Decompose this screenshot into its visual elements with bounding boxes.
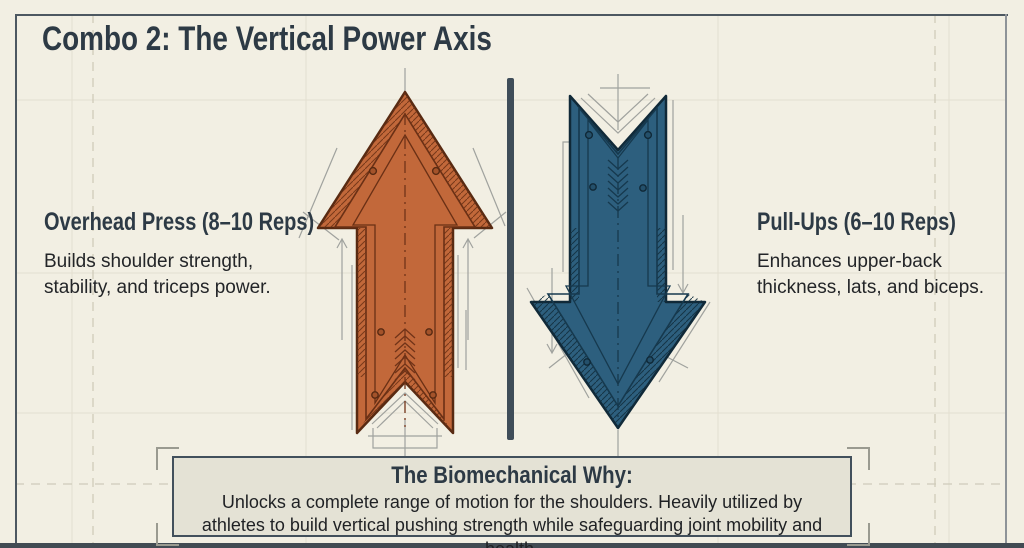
pull-ups-section: Pull-Ups (6–10 Reps) Enhances upper-back… [757, 208, 1007, 300]
frame-left [15, 14, 17, 548]
pull-ups-description: Enhances upper-back thickness, lats, and… [757, 251, 985, 298]
biomechanical-why-body: Unlocks a complete range of motion for t… [201, 492, 823, 548]
biomechanical-why-box: The Biomechanical Why: Unlocks a complet… [172, 456, 852, 548]
corner-bracket-top-left [156, 447, 179, 470]
down-arrow-icon [529, 94, 707, 430]
up-arrow-icon [316, 90, 494, 435]
center-divider [507, 78, 514, 440]
frame-bottom [0, 543, 1024, 548]
corner-bracket-top-right [847, 447, 870, 470]
corner-bracket-bottom-left [156, 523, 179, 546]
overhead-press-section: Overhead Press (8–10 Reps) Builds should… [44, 208, 344, 300]
overhead-press-heading: Overhead Press (8–10 Reps) [44, 208, 315, 236]
corner-bracket-bottom-right [847, 523, 870, 546]
biomechanical-why-heading: The Biomechanical Why: [391, 462, 633, 489]
overhead-press-description: Builds shoulder strength, stability, and… [44, 251, 271, 298]
page-title: Combo 2: The Vertical Power Axis [42, 20, 492, 58]
frame-top [15, 14, 1008, 16]
pull-ups-heading: Pull-Ups (6–10 Reps) [757, 208, 956, 236]
frame-right [1005, 14, 1007, 544]
